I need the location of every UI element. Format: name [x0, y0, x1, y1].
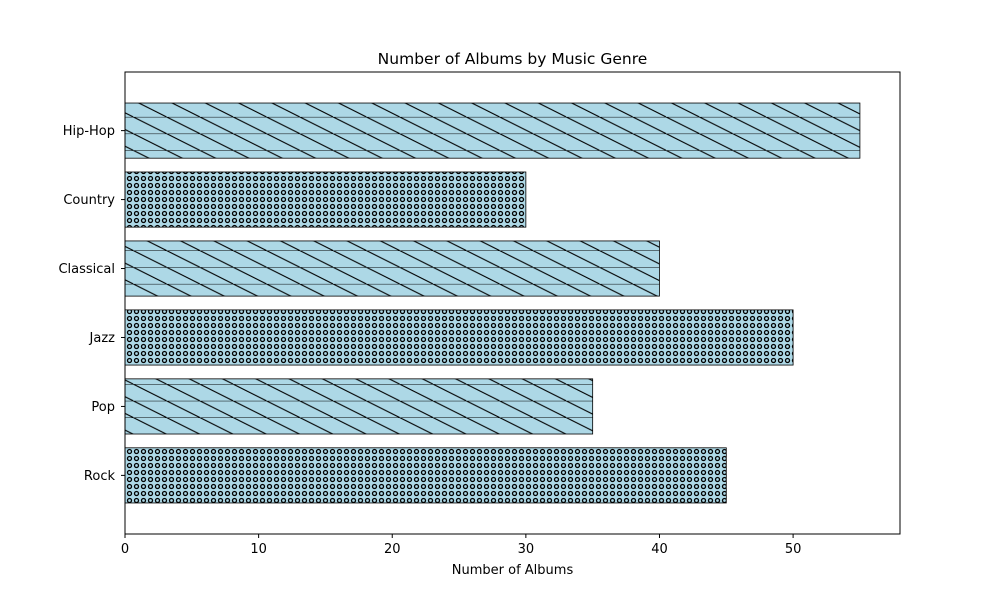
- x-tick-label: 0: [121, 542, 129, 557]
- y-tick-label: Jazz: [89, 331, 116, 346]
- bar-hatch-hip-hop: [124, 102, 861, 159]
- x-tick-label: 30: [518, 542, 535, 557]
- y-tick-label: Classical: [58, 262, 115, 277]
- x-tick-label: 40: [651, 542, 668, 557]
- chart-title: Number of Albums by Music Genre: [378, 50, 648, 68]
- bar-hatch-country: [124, 171, 527, 228]
- y-tick-label: Pop: [91, 400, 115, 415]
- x-axis-title: Number of Albums: [452, 563, 574, 578]
- y-tick-label: Country: [63, 193, 115, 208]
- bars-layer: [124, 102, 861, 504]
- bar-hatch-pop: [124, 378, 594, 435]
- y-tick-layer: Rock Pop Jazz Classical Country Hip-Hop: [58, 124, 125, 484]
- bar-hatch-classical: [124, 240, 660, 297]
- x-tick-label: 50: [785, 542, 802, 557]
- y-tick-label: Hip-Hop: [63, 124, 115, 139]
- x-tick-label: 20: [384, 542, 401, 557]
- x-tick-layer: 0 10 20 30 40 50: [121, 534, 802, 557]
- plot-frame: [124, 71, 901, 535]
- bar-hatch-rock: [124, 447, 727, 504]
- bar-hatch-jazz: [124, 309, 794, 366]
- x-tick-label: 10: [250, 542, 267, 557]
- y-tick-label: Rock: [84, 469, 116, 484]
